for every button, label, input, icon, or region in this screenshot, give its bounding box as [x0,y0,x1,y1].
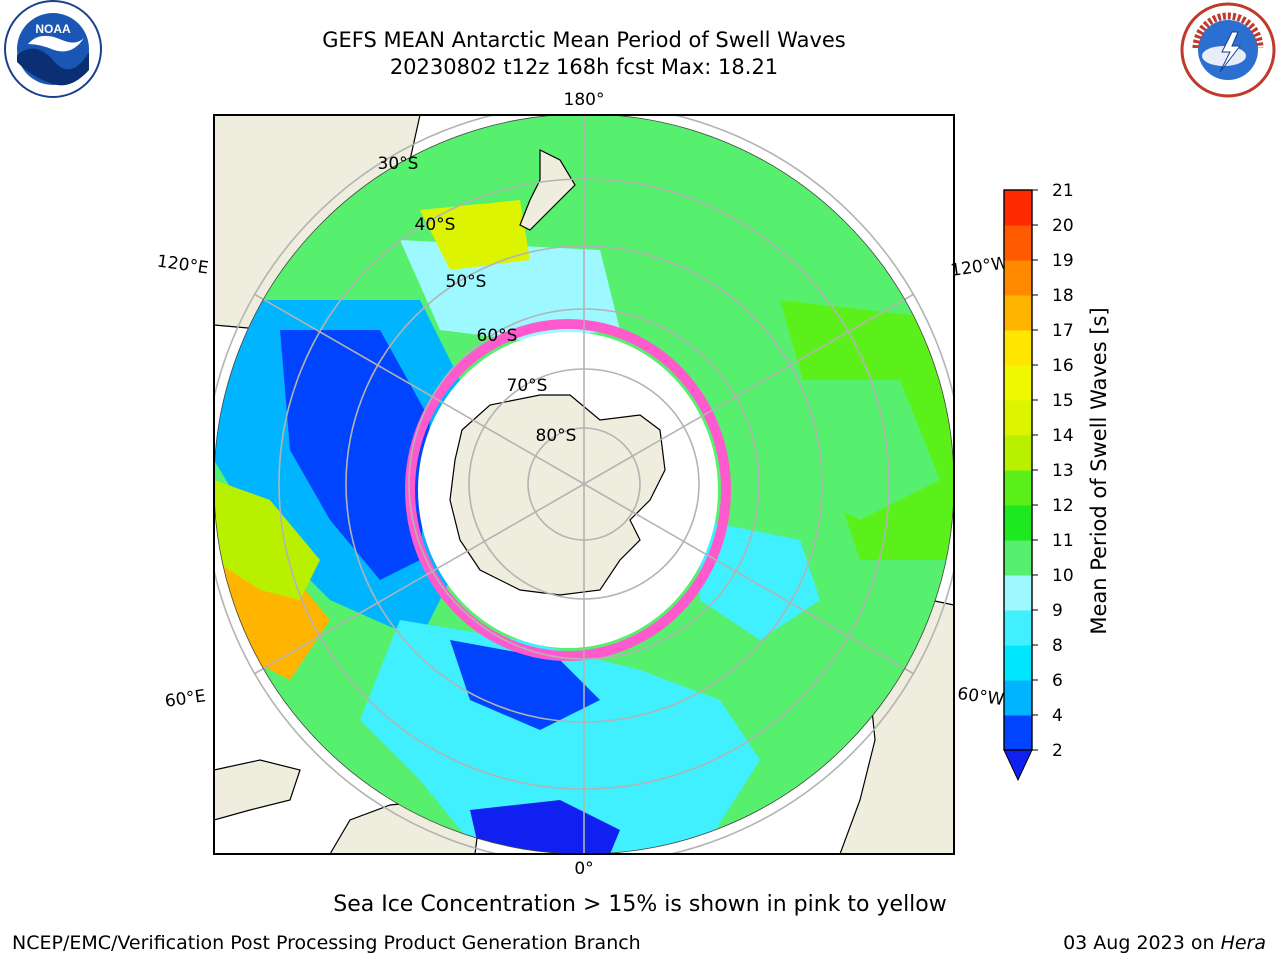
colorbar-segment [1004,225,1032,261]
swell-zone-bottom-deep [470,800,620,854]
colorbar-tick-label: 11 [1052,531,1074,551]
meridian-label-180: 180° [564,90,605,110]
parallel-label-30s: 30°S [378,154,419,174]
colorbar: 2 4 6 8 9 10 11 12 13 14 15 16 17 18 19 20 21 [1003,181,1074,782]
colorbar-segment [1004,645,1032,681]
colorbar-tick-label: 14 [1052,426,1074,446]
colorbar-tick-label: 18 [1052,286,1074,306]
credit-line: NCEP/EMC/Verification Post Processing Pr… [12,932,641,954]
map-frame [213,114,955,855]
date-stamp: 03 Aug 2023 on Hera [1063,932,1266,954]
colorbar-tick-label: 9 [1052,601,1063,621]
colorbar-tick-label: 15 [1052,391,1074,411]
colorbar-tick-label: 19 [1052,251,1074,271]
swell-zone-north-yellow [420,200,530,270]
parallel-label-50s: 50°S [446,272,487,292]
colorbar-tick-label: 16 [1052,356,1074,376]
colorbar-segment [1004,365,1032,401]
meridian-label-60e: 60°E [164,686,207,711]
graticule [214,115,954,854]
colorbar-tick-label: 10 [1052,566,1074,586]
colorbar-segment [1004,330,1032,366]
noaa-logo: NOAA [4,0,102,98]
swell-zone-south-blue [360,620,760,854]
colorbar-extend [1003,749,1033,782]
colorbar-segment [1004,505,1032,541]
swell-zone-west-deep [280,330,430,580]
meridian-label-120e: 120°E [156,252,210,279]
colorbar-tick-label: 12 [1052,496,1074,516]
colorbar-tick-label: 6 [1052,671,1063,691]
chart-subtitle: 20230802 t12z 168h fcst Max: 18.21 [389,55,779,79]
sea-ice-edge [405,319,731,661]
chart-title: GEFS MEAN Antarctic Mean Period of Swell… [322,28,846,52]
date-text: 03 Aug 2023 on [1063,932,1215,954]
colorbar-label: Mean Period of Swell Waves [s] [1087,307,1111,634]
nws-logo [1180,2,1276,98]
sea-ice-note: Sea Ice Concentration > 15% is shown in … [333,892,947,917]
land-africa [214,759,301,821]
colorbar-tick-label: 17 [1052,321,1074,341]
swell-zone-east-green [740,380,940,520]
land-corner-tr [840,115,954,200]
colorbar-segment [1004,435,1032,471]
colorbar-tick-label: 4 [1052,706,1063,726]
meridian-label-0: 0° [574,859,593,879]
host-name: Hera [1220,932,1266,954]
colorbar-segment [1004,260,1032,296]
svg-text:NOAA: NOAA [35,22,71,36]
swell-zone-west-yellow [214,480,320,600]
meridian-label-60w: 60°W [956,684,1005,710]
colorbar-segment [1004,400,1032,436]
colorbar-segment [1004,295,1032,331]
colorbar-segment [1004,610,1032,646]
meridian-label-120w: 120°W [949,253,1009,281]
colorbar-segment [1004,715,1032,751]
swell-zone-south-deep [450,640,600,730]
colorbar-tick-label: 21 [1052,181,1074,201]
parallel-label-80s: 80°S [536,426,577,446]
colorbar-segment [1004,575,1032,611]
land-antarctica [449,394,666,596]
colorbar-tick-label: 13 [1052,461,1074,481]
colorbar-tick-label: 20 [1052,216,1074,236]
parallel-label-60s: 60°S [477,326,518,346]
colorbar-tick-label: 8 [1052,636,1063,656]
parallel-label-40s: 40°S [415,215,456,235]
land-nz [519,149,576,231]
colorbar-tick-label: 2 [1052,741,1063,761]
colorbar-segment [1004,190,1032,226]
swell-zone-east-cyan [700,520,820,640]
parallel-label-70s: 70°S [507,376,548,396]
colorbar-segment [1004,680,1032,716]
colorbar-segment [1004,470,1032,506]
colorbar-segment [1004,540,1032,576]
